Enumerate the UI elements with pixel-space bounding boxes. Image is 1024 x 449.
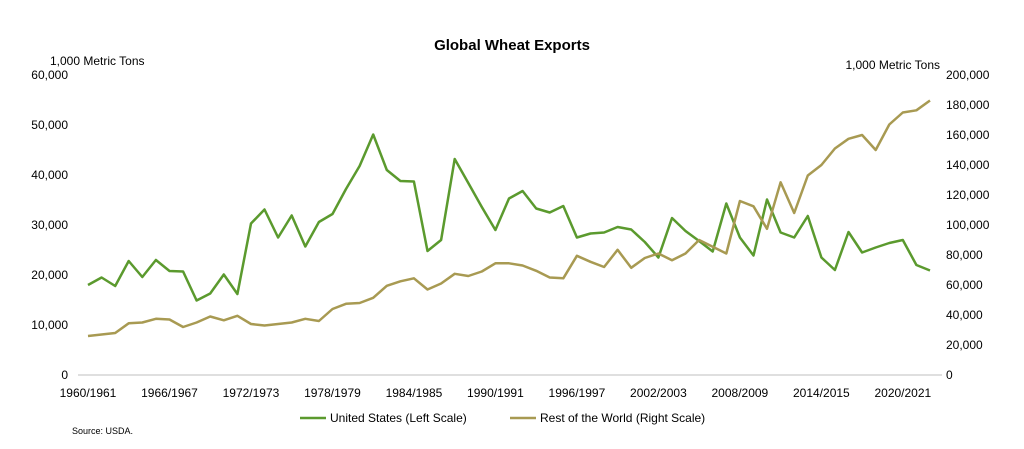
x-tick-label: 1966/1967 — [141, 386, 198, 400]
left-axis-unit: 1,000 Metric Tons — [50, 54, 145, 68]
x-tick-label: 2014/2015 — [793, 386, 850, 400]
right-tick-label: 180,000 — [946, 98, 990, 112]
x-tick-label: 1990/1991 — [467, 386, 524, 400]
left-tick-label: 0 — [61, 368, 68, 382]
right-tick-label: 60,000 — [946, 278, 983, 292]
right-axis-unit: 1,000 Metric Tons — [846, 58, 941, 72]
right-tick-label: 40,000 — [946, 308, 983, 322]
source-note: Source: USDA. — [72, 426, 133, 436]
left-tick-label: 50,000 — [31, 118, 68, 132]
x-tick-label: 1984/1985 — [386, 386, 443, 400]
legend-label-united-states: United States (Left Scale) — [330, 411, 467, 425]
right-tick-label: 200,000 — [946, 68, 990, 82]
series-line-rest-of-world — [87, 99, 931, 338]
left-y-axis: 0 10,000 20,000 30,000 40,000 50,000 60,000 — [31, 68, 68, 382]
legend: United States (Left Scale) Rest of the W… — [300, 411, 705, 425]
right-y-axis: 0 20,000 40,000 60,000 80,000 100,000 120,000 1… — [946, 68, 990, 382]
x-tick-label: 2020/2021 — [874, 386, 931, 400]
left-tick-label: 30,000 — [31, 218, 68, 232]
x-tick-label: 2002/2003 — [630, 386, 687, 400]
left-tick-label: 40,000 — [31, 168, 68, 182]
right-tick-label: 120,000 — [946, 188, 990, 202]
right-tick-label: 160,000 — [946, 128, 990, 142]
right-tick-label: 80,000 — [946, 248, 983, 262]
x-tick-label: 1972/1973 — [223, 386, 280, 400]
legend-label-rest-of-world: Rest of the World (Right Scale) — [540, 411, 705, 425]
left-tick-label: 10,000 — [31, 318, 68, 332]
x-tick-label: 1978/1979 — [304, 386, 361, 400]
x-tick-label: 2008/2009 — [712, 386, 769, 400]
x-tick-label: 1996/1997 — [549, 386, 606, 400]
chart-title: Global Wheat Exports — [434, 37, 590, 54]
right-tick-label: 20,000 — [946, 338, 983, 352]
series-line-united-states — [87, 133, 931, 302]
x-tick-label: 1960/1961 — [60, 386, 117, 400]
x-axis: 1960/1961 1966/1967 1972/1973 1978/1979 1984… — [60, 386, 932, 400]
right-tick-label: 140,000 — [946, 158, 990, 172]
right-tick-label: 100,000 — [946, 218, 990, 232]
right-tick-label: 0 — [946, 368, 953, 382]
left-tick-label: 20,000 — [31, 268, 68, 282]
left-tick-label: 60,000 — [31, 68, 68, 82]
